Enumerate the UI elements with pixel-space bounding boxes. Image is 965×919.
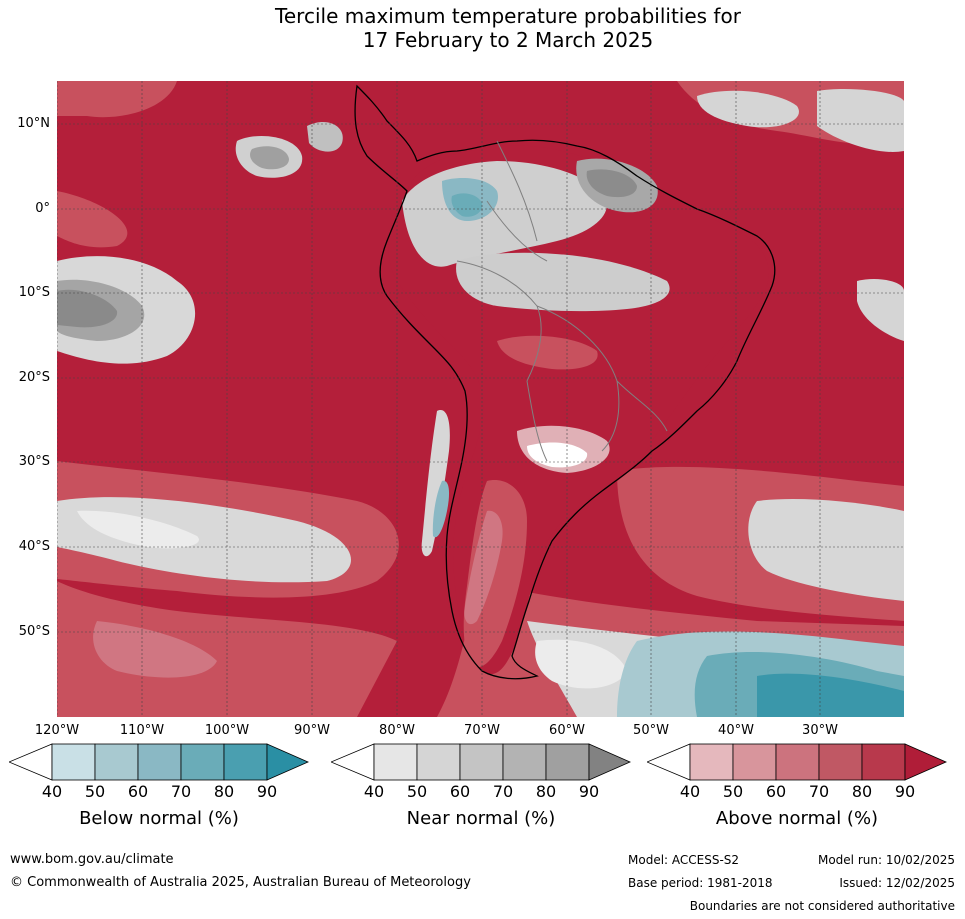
lon-label-50w: 50°W [633, 723, 669, 738]
colorbar-above-tick: 90 [894, 782, 916, 801]
lon-label-110w: 110°W [119, 723, 165, 738]
colorbar-near-tick: 40 [363, 782, 385, 801]
colorbar-above-swatch-1 [689, 743, 734, 781]
colorbar-near-tick: 50 [406, 782, 428, 801]
colorbar-below-tick: 70 [170, 782, 192, 801]
colorbar-above-tick: 50 [722, 782, 744, 801]
colorbar-below-swatch-1 [51, 743, 96, 781]
colorbar-above-tick: 80 [851, 782, 873, 801]
country-borders [456, 140, 668, 462]
lat-label-0: 0° [35, 201, 50, 216]
colorbar-near-tick: 60 [449, 782, 471, 801]
footer-issued: Issued: 12/02/2025 [839, 876, 955, 890]
colorbar-above-swatch-4 [818, 743, 863, 781]
near-normal-region-east-pacific [57, 122, 343, 364]
colorbar-above-swatch-3 [775, 743, 820, 781]
lon-label-100w: 100°W [204, 723, 250, 738]
colorbar-near-swatch-4 [502, 743, 547, 781]
colorbar-above-tick: 70 [808, 782, 830, 801]
lon-label-90w: 90°W [294, 723, 330, 738]
colorbar-near-swatch-2 [416, 743, 461, 781]
colorbar-below-tick: 40 [41, 782, 63, 801]
colorbar-below-tick: 50 [84, 782, 106, 801]
graticule [57, 81, 904, 717]
map-canvas [57, 81, 904, 717]
colorbar-below-swatch-6 [266, 743, 309, 781]
lon-label-40w: 40°W [718, 723, 754, 738]
colorbar-near-swatch-0 [331, 743, 375, 781]
footer-base-period: Base period: 1981-2018 [628, 876, 773, 890]
footer-disclaimer: Boundaries are not considered authoritat… [689, 899, 955, 913]
colorbar-below-tick: 90 [256, 782, 278, 801]
colorbar-above-swatch-0 [647, 743, 691, 781]
colorbar-above-tick: 40 [679, 782, 701, 801]
footer-model-run: Model run: 10/02/2025 [817, 853, 955, 867]
lat-label-50s: 50°S [18, 624, 50, 639]
below-normal-region-south-atlantic [617, 631, 904, 717]
tercile-map [57, 81, 904, 717]
colorbar-near-tick: 80 [535, 782, 557, 801]
colorbar-below-swatch-5 [223, 743, 268, 781]
lat-label-30s: 30°S [18, 454, 50, 469]
colorbar-below-swatch-3 [137, 743, 182, 781]
colorbar-below-swatch-2 [94, 743, 139, 781]
coastline [354, 84, 776, 680]
map-title-line1: Tercile maximum temperature probabilitie… [275, 4, 741, 28]
colorbar-near-normal [331, 743, 631, 781]
lon-label-80w: 80°W [379, 723, 415, 738]
colorbar-above-normal [647, 743, 947, 781]
colorbar-near-tick: 70 [492, 782, 514, 801]
colorbar-near-title: Near normal (%) [406, 808, 556, 829]
lat-label-40s: 40°S [18, 539, 50, 554]
footer-copyright: © Commonwealth of Australia 2025, Austra… [10, 875, 471, 890]
colorbar-below-swatch-0 [9, 743, 53, 781]
colorbar-above-tick: 60 [765, 782, 787, 801]
colorbar-above-swatch-2 [732, 743, 777, 781]
colorbar-near-swatch-5 [545, 743, 590, 781]
lon-label-60w: 60°W [549, 723, 585, 738]
lon-label-70w: 70°W [464, 723, 500, 738]
lon-label-30w: 30°W [802, 723, 838, 738]
colorbar-near-swatch-6 [588, 743, 631, 781]
colorbar-near-swatch-3 [459, 743, 504, 781]
map-title-line2: 17 February to 2 March 2025 [362, 28, 654, 52]
colorbar-near-tick: 90 [578, 782, 600, 801]
colorbar-near-swatch-1 [373, 743, 418, 781]
lat-label-10s: 10°S [18, 285, 50, 300]
colorbar-above-swatch-6 [904, 743, 947, 781]
footer-website: www.bom.gov.au/climate [10, 852, 174, 867]
colorbar-below-tick: 80 [213, 782, 235, 801]
colorbar-above-title: Above normal (%) [715, 808, 879, 829]
colorbar-below-tick: 60 [127, 782, 149, 801]
above-normal-light-bands [57, 81, 904, 341]
footer-model: Model: ACCESS-S2 [628, 853, 740, 867]
colorbar-below-swatch-4 [180, 743, 225, 781]
colorbar-below-normal [9, 743, 309, 781]
colorbar-above-swatch-5 [861, 743, 906, 781]
lat-label-20s: 20°S [18, 370, 50, 385]
lon-label-120w: 120°W [34, 723, 80, 738]
south-america-landmass [388, 145, 769, 675]
map-title: Tercile maximum temperature probabilitie… [0, 4, 965, 52]
lat-label-10n: 10°N [17, 116, 50, 131]
colorbar-below-title: Below normal (%) [79, 808, 239, 829]
